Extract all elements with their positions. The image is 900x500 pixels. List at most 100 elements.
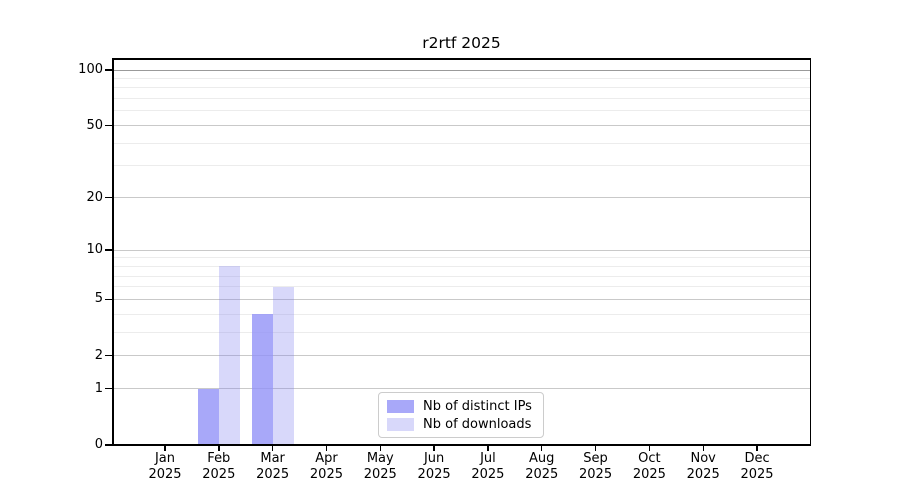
- month-label: Feb: [207, 451, 231, 466]
- y-tick-label: 50: [86, 117, 103, 133]
- year-label: 2025: [525, 467, 559, 482]
- major-gridline: [113, 298, 810, 300]
- y-tick-mark: [105, 249, 112, 251]
- minor-gridline: [113, 257, 810, 259]
- minor-gridline: [113, 165, 810, 167]
- year-label: 2025: [686, 467, 720, 482]
- x-tick-mark: [164, 445, 166, 451]
- year-label: 2025: [148, 467, 182, 482]
- x-tick-label-apr: Apr 2025: [291, 451, 361, 483]
- x-tick-label-may: May 2025: [345, 451, 415, 483]
- y-tick-mark: [105, 196, 112, 199]
- bar-downloads-feb: [218, 266, 240, 445]
- month-label: May: [366, 451, 394, 466]
- y-tick-label: 2: [94, 347, 103, 363]
- legend: Nb of distinct IPs Nb of downloads: [378, 392, 544, 438]
- x-tick-label-oct: Oct 2025: [614, 451, 684, 483]
- legend-label-downloads: Nb of downloads: [423, 416, 532, 432]
- bar-downloads-mar: [272, 286, 294, 445]
- minor-gridline: [113, 87, 810, 89]
- major-gridline: [113, 69, 810, 71]
- year-label: 2025: [256, 467, 290, 482]
- month-label: Aug: [529, 451, 555, 466]
- legend-row-distinct-ips: Nb of distinct IPs: [387, 399, 543, 414]
- year-label: 2025: [579, 467, 613, 482]
- month-label: Mar: [260, 451, 285, 466]
- year-label: 2025: [740, 467, 774, 482]
- legend-swatch-downloads: [387, 417, 414, 431]
- x-tick-mark: [756, 445, 758, 451]
- year-label: 2025: [363, 467, 397, 482]
- x-tick-label-nov: Nov 2025: [668, 451, 738, 483]
- axis-spine-bottom: [112, 444, 811, 446]
- year-label: 2025: [632, 467, 666, 482]
- x-tick-mark: [325, 445, 328, 451]
- minor-gridline: [113, 331, 810, 333]
- x-tick-mark: [487, 445, 489, 451]
- month-label: Sep: [583, 451, 608, 466]
- axis-spine-top: [112, 58, 811, 60]
- year-label: 2025: [471, 467, 505, 482]
- y-tick-label: 5: [94, 291, 103, 307]
- axis-spine-right: [809, 58, 811, 446]
- month-label: Jun: [423, 451, 445, 466]
- month-label: Jul: [480, 451, 496, 466]
- minor-gridline: [113, 286, 810, 288]
- minor-gridline: [113, 142, 810, 144]
- major-gridline: [113, 355, 810, 357]
- month-label: Jan: [154, 451, 176, 466]
- x-tick-mark: [702, 445, 704, 451]
- minor-gridline: [113, 275, 810, 277]
- minor-gridline: [113, 110, 810, 112]
- y-tick-mark: [105, 355, 112, 357]
- y-tick-label: 100: [78, 62, 103, 77]
- x-tick-mark: [379, 445, 381, 451]
- bar-distinct-ips-mar: [251, 314, 273, 445]
- x-tick-label-feb: Feb 2025: [184, 451, 254, 483]
- minor-gridline: [113, 265, 810, 267]
- year-label: 2025: [202, 467, 236, 482]
- minor-gridline: [113, 77, 810, 79]
- y-tick-label: 20: [86, 189, 103, 205]
- month-label: Nov: [690, 451, 716, 466]
- month-label: Dec: [744, 451, 770, 466]
- x-tick-label-sep: Sep 2025: [561, 451, 631, 483]
- x-tick-mark: [218, 445, 220, 451]
- x-tick-mark: [433, 445, 435, 451]
- y-tick-label: 10: [86, 242, 103, 258]
- x-tick-label-jun: Jun 2025: [399, 451, 469, 483]
- y-tick-label: 0: [94, 437, 103, 452]
- bar-distinct-ips-feb: [197, 388, 219, 445]
- minor-gridline: [113, 313, 810, 315]
- x-tick-mark: [271, 445, 274, 451]
- major-gridline: [113, 197, 810, 199]
- x-tick-mark: [648, 445, 651, 451]
- major-gridline: [113, 249, 810, 251]
- axis-spine-left: [112, 58, 114, 446]
- legend-swatch-distinct-ips: [387, 399, 414, 413]
- x-tick-label-jul: Jul 2025: [453, 451, 523, 483]
- major-gridline: [113, 388, 810, 390]
- y-tick-mark: [105, 444, 112, 446]
- year-label: 2025: [309, 467, 343, 482]
- x-tick-mark: [594, 445, 597, 451]
- legend-row-downloads: Nb of downloads: [387, 417, 543, 432]
- x-tick-label-dec: Dec 2025: [722, 451, 792, 483]
- major-gridline: [113, 125, 810, 127]
- chart-title: r2rtf 2025: [422, 34, 501, 52]
- x-tick-label-mar: Mar 2025: [238, 451, 308, 483]
- x-tick-label-jan: Jan 2025: [130, 451, 200, 483]
- month-label: Apr: [315, 451, 338, 466]
- y-tick-mark: [105, 69, 112, 71]
- x-tick-mark: [541, 445, 543, 451]
- plot-area: [113, 59, 810, 445]
- y-tick-mark: [105, 298, 112, 301]
- y-tick-mark: [105, 124, 112, 127]
- x-tick-label-aug: Aug 2025: [507, 451, 577, 483]
- year-label: 2025: [417, 467, 451, 482]
- legend-label-distinct-ips: Nb of distinct IPs: [423, 398, 532, 414]
- month-label: Oct: [638, 451, 661, 466]
- y-tick-mark: [105, 387, 112, 390]
- minor-gridline: [113, 98, 810, 100]
